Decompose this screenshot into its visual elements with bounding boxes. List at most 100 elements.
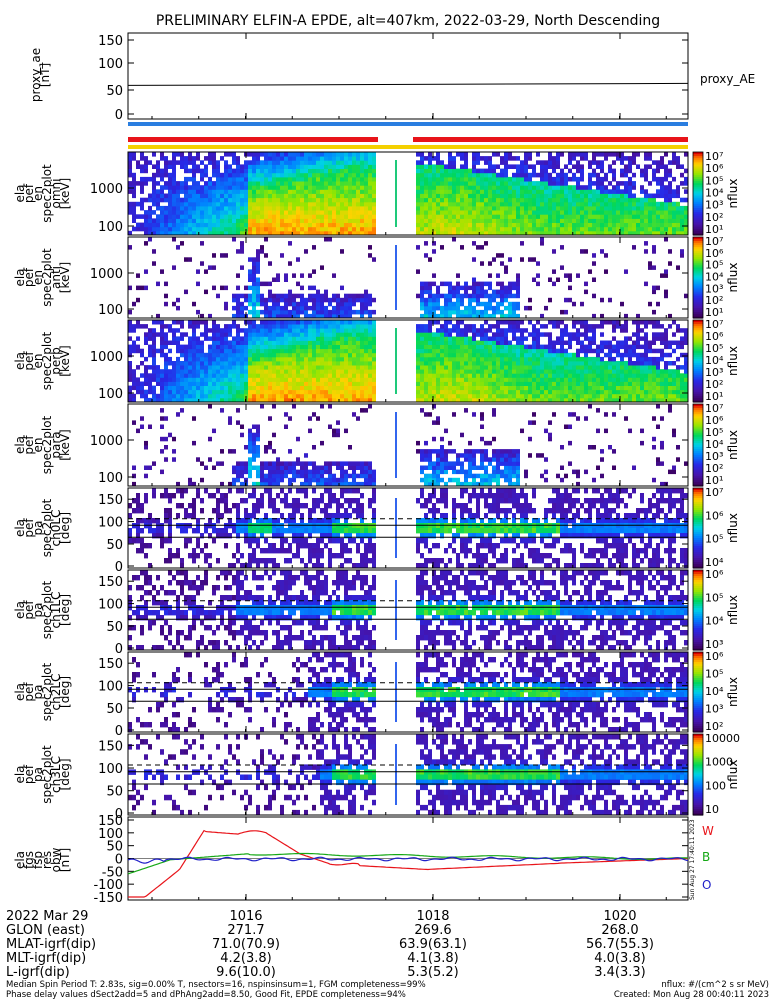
flux-cell: [528, 194, 532, 199]
flux-cell: [516, 218, 520, 223]
flux-cell: [512, 202, 516, 207]
flux-cell: [200, 320, 204, 325]
flux-cell: [364, 227, 368, 232]
flux-cell: [424, 361, 428, 366]
flux-cell: [312, 189, 316, 194]
flux-cell: [460, 210, 464, 215]
flux-cell: [240, 245, 244, 250]
flux-cell: [220, 357, 224, 362]
flux-cell: [420, 386, 424, 391]
flux-cell: [556, 152, 560, 157]
flux-cell: [580, 169, 584, 174]
flux-cell: [512, 282, 516, 287]
flux-cell: [144, 369, 148, 374]
flux-cell: [536, 210, 540, 215]
flux-cell: [252, 269, 256, 274]
flux-cell: [132, 206, 136, 211]
flux-cell: [464, 160, 468, 165]
flux-cell: [156, 223, 160, 228]
flux-cell: [192, 185, 196, 190]
flux-cell: [492, 152, 496, 157]
flux-cell: [212, 164, 216, 169]
flux-cell: [320, 210, 324, 215]
flux-cell: [484, 169, 488, 174]
flux-cell: [500, 369, 504, 374]
flux-cell: [352, 349, 356, 354]
flux-cell: [308, 390, 312, 395]
flux-cell: [372, 198, 376, 203]
flux-cell: [320, 394, 324, 399]
flux-cell: [332, 189, 336, 194]
flux-cell: [268, 386, 272, 391]
flux-cell: [660, 273, 664, 278]
flux-cell: [360, 349, 364, 354]
flux-cell: [216, 324, 220, 329]
flux-cell: [576, 198, 580, 203]
flux-cell: [360, 214, 364, 219]
flux-cell: [256, 324, 260, 329]
flux-cell: [300, 320, 304, 325]
flux-cell: [576, 223, 580, 228]
flux-cell: [480, 361, 484, 366]
flux-cell: [336, 173, 340, 178]
flux-cell: [632, 198, 636, 203]
flux-cell: [452, 353, 456, 358]
flux-cell: [504, 361, 508, 366]
flux-cell: [448, 218, 452, 223]
flux-cell: [460, 173, 464, 178]
flux-cell: [564, 369, 568, 374]
flux-cell: [148, 353, 152, 358]
flux-cell: [128, 160, 132, 165]
flux-cell: [364, 328, 368, 333]
flux-cell: [228, 223, 232, 228]
panel-frame: [128, 237, 688, 318]
flux-cell: [444, 310, 448, 315]
flux-cell: [352, 394, 356, 399]
flux-cell: [328, 324, 332, 329]
flux-cell: [232, 189, 236, 194]
flux-cell: [500, 349, 504, 354]
flux-cell: [568, 214, 572, 219]
flux-cell: [160, 336, 164, 341]
flux-cell: [264, 160, 268, 165]
flux-cell: [304, 394, 308, 399]
flux-cell: [252, 214, 256, 219]
flux-cell: [436, 361, 440, 366]
flux-cell: [504, 373, 508, 378]
flux-cell: [648, 206, 652, 211]
flux-cell: [460, 369, 464, 374]
flux-cell: [332, 357, 336, 362]
flux-cell: [312, 365, 316, 370]
flux-cell: [564, 181, 568, 186]
flux-cell: [436, 214, 440, 219]
flux-cell: [300, 369, 304, 374]
flux-cell: [192, 194, 196, 199]
flux-cell: [136, 386, 140, 391]
flux-cell: [264, 361, 268, 366]
flux-cell: [160, 349, 164, 354]
flux-cell: [344, 336, 348, 341]
flux-cell: [272, 181, 276, 186]
flux-cell: [316, 210, 320, 215]
flux-cell: [560, 210, 564, 215]
flux-cell: [264, 198, 268, 203]
flux-cell: [568, 365, 572, 370]
flux-cell: [596, 206, 600, 211]
flux-cell: [276, 365, 280, 370]
flux-cell: [368, 177, 372, 182]
flux-cell: [204, 290, 208, 295]
flux-cell: [176, 336, 180, 341]
flux-cell: [328, 341, 332, 346]
flux-cell: [216, 194, 220, 199]
flux-cell: [344, 394, 348, 399]
flux-cell: [296, 257, 300, 262]
flux-cell: [224, 386, 228, 391]
flux-cell: [488, 286, 492, 291]
flux-cell: [216, 369, 220, 374]
flux-cell: [320, 206, 324, 211]
flux-cell: [268, 261, 272, 266]
flux-cell: [532, 206, 536, 211]
flux-cell: [588, 173, 592, 178]
flux-cell: [452, 310, 456, 315]
flux-cell: [228, 353, 232, 358]
